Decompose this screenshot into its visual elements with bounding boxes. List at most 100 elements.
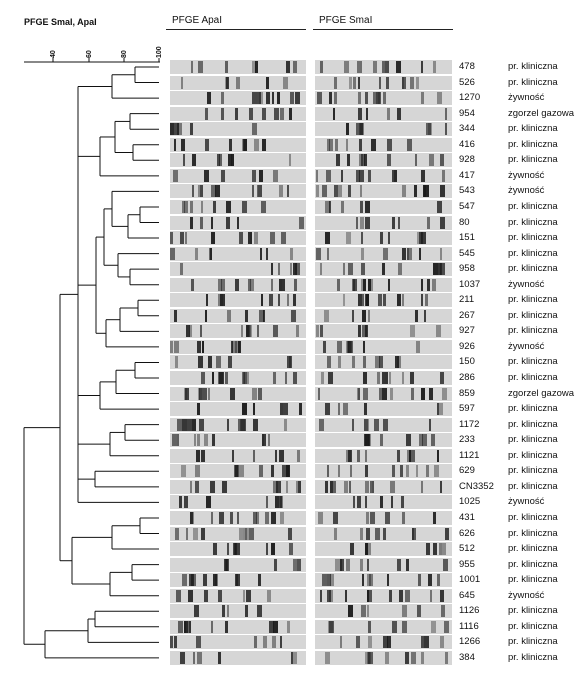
isolate-source: pr. kliniczna — [508, 76, 558, 88]
isolate-source: żywność — [508, 92, 545, 104]
isolate-source: żywność — [508, 185, 545, 197]
smai-lane-16 — [315, 308, 452, 323]
isolate-id: 626 — [459, 527, 475, 539]
smai-lane-21 — [315, 386, 452, 401]
isolate-source: żywność — [508, 278, 545, 290]
apai-lane-2 — [170, 91, 306, 106]
apai-lane-10 — [170, 215, 306, 230]
apai-lane-18 — [170, 339, 306, 354]
apai-lane-13 — [170, 262, 306, 277]
smai-lane-5 — [315, 137, 452, 152]
smai-lane-34 — [315, 588, 452, 603]
isolate-id: 1116 — [459, 620, 479, 632]
smai-lane-14 — [315, 277, 452, 292]
isolate-source: pr. kliniczna — [508, 372, 558, 383]
apai-lane-27 — [170, 479, 306, 494]
isolate-source: żywność — [508, 496, 545, 508]
apai-lane-30 — [170, 526, 306, 541]
isolate-source: zgorzel gazowa — [508, 107, 575, 119]
isolate-source: pr. kliniczna — [508, 605, 558, 617]
apai-lane-20 — [170, 371, 306, 385]
smai-lane-32 — [315, 557, 452, 572]
apai-lane-17 — [170, 324, 306, 339]
isolate-id: 597 — [459, 403, 475, 415]
isolate-source: pr. kliniczna — [508, 247, 558, 259]
smai-lane-9 — [315, 199, 452, 214]
smai-lane-31 — [315, 542, 452, 557]
isolate-id: 344 — [459, 123, 475, 135]
smai-lane-28 — [315, 495, 452, 510]
isolate-source: zgorzel gazowa — [508, 387, 575, 399]
isolate-source: pr. kliniczna — [508, 636, 558, 648]
smai-lane-0 — [315, 60, 452, 74]
isolate-id: 384 — [459, 651, 475, 663]
isolate-id: 958 — [459, 263, 475, 275]
isolate-source: pr. kliniczna — [508, 620, 558, 632]
apai-lane-23 — [170, 417, 306, 432]
apai-lane-3 — [170, 106, 306, 121]
isolate-id: 233 — [459, 434, 475, 446]
isolate-source: pr. kliniczna — [508, 294, 558, 306]
isolate-id: 1037 — [459, 278, 481, 290]
isolate-source: pr. kliniczna — [508, 232, 558, 244]
isolate-source: żywność — [508, 340, 545, 352]
apai-lane-12 — [170, 246, 306, 261]
isolate-id: 431 — [459, 511, 475, 523]
isolate-id: 150 — [459, 356, 475, 368]
smai-lane-15 — [315, 293, 452, 308]
isolate-id: 478 — [459, 61, 475, 72]
apai-lane-29 — [170, 510, 306, 525]
apai-lane-16 — [170, 308, 306, 323]
apai-lane-28 — [170, 495, 306, 510]
smai-lane-26 — [315, 464, 452, 479]
isolate-id: 526 — [459, 76, 475, 88]
isolate-id: 286 — [459, 372, 475, 383]
isolate-source: pr. kliniczna — [508, 434, 558, 446]
isolate-id: 1025 — [459, 496, 481, 508]
smai-lane-22 — [315, 402, 452, 417]
isolate-id: 211 — [459, 294, 475, 306]
apai-lane-15 — [170, 293, 306, 308]
isolate-id: 80 — [459, 216, 470, 228]
isolate-source: pr. kliniczna — [508, 61, 558, 72]
isolate-source: pr. kliniczna — [508, 558, 558, 570]
smai-lane-27 — [315, 479, 452, 494]
isolate-id: 859 — [459, 387, 475, 399]
smai-lane-19 — [315, 355, 452, 370]
isolate-source: żywność — [508, 589, 545, 601]
smai-lane-7 — [315, 168, 452, 183]
smai-title-underline — [313, 29, 453, 30]
isolate-id: 416 — [459, 138, 475, 150]
isolate-id: 151 — [459, 232, 475, 244]
isolate-id: 928 — [459, 154, 475, 166]
isolate-id: 547 — [459, 200, 475, 212]
isolate-id: 955 — [459, 558, 475, 570]
isolate-source: pr. kliniczna — [508, 200, 558, 212]
apai-lane-24 — [170, 433, 306, 448]
isolate-id: 1266 — [459, 636, 481, 648]
isolate-id: 629 — [459, 465, 475, 477]
smai-lane-35 — [315, 604, 452, 619]
isolate-id: 543 — [459, 185, 475, 197]
isolate-id: 1121 — [459, 449, 480, 461]
smai-lane-23 — [315, 417, 452, 432]
isolate-source: pr. kliniczna — [508, 480, 558, 492]
isolate-id: 1126 — [459, 605, 480, 617]
apai-lane-38 — [170, 650, 306, 665]
smai-lane-2 — [315, 91, 452, 106]
isolate-source: pr. kliniczna — [508, 418, 558, 430]
apai-lane-31 — [170, 542, 306, 557]
isolate-source: żywność — [508, 169, 545, 181]
smai-lane-8 — [315, 184, 452, 199]
smai-lane-29 — [315, 510, 452, 525]
smai-lane-24 — [315, 433, 452, 448]
isolate-source: pr. kliniczna — [508, 216, 558, 228]
smai-lane-6 — [315, 153, 452, 168]
isolate-id: 927 — [459, 325, 475, 337]
apai-lane-0 — [170, 60, 306, 74]
smai-column-title: PFGE SmaI — [319, 15, 373, 26]
apai-lane-33 — [170, 573, 306, 588]
isolate-id: 512 — [459, 543, 475, 555]
